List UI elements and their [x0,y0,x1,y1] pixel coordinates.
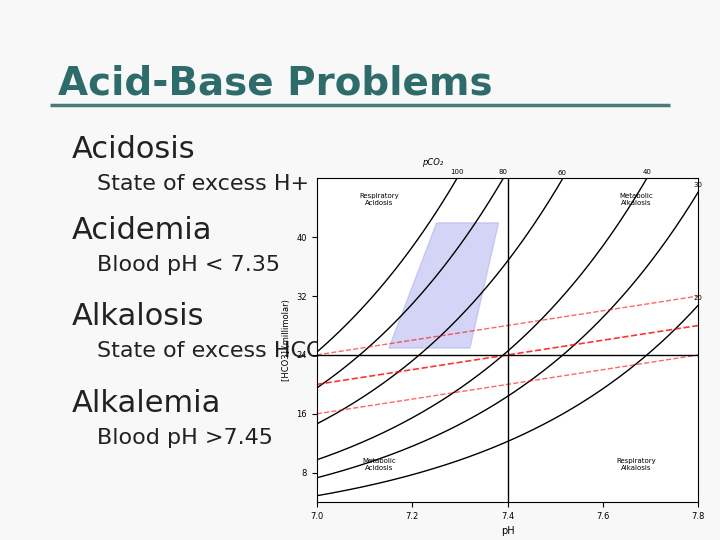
Text: Acidemia: Acidemia [72,216,212,245]
Text: Acidosis: Acidosis [72,135,196,164]
Text: pCO₂: pCO₂ [422,158,443,167]
Text: Metabolic
Acidosis: Metabolic Acidosis [362,458,396,471]
Text: 20: 20 [694,295,703,301]
X-axis label: pH: pH [501,526,514,536]
Y-axis label: [HCO3] (millimolar): [HCO3] (millimolar) [282,299,291,381]
Text: Acid-Base Problems: Acid-Base Problems [58,65,492,103]
Text: 60: 60 [558,170,567,176]
Text: Blood pH < 7.35: Blood pH < 7.35 [97,255,280,275]
Text: 100: 100 [450,169,464,175]
Text: Alkalemia: Alkalemia [72,389,221,418]
Text: State of excess H+: State of excess H+ [97,174,310,194]
Text: Metabolic
Alkalosis: Metabolic Alkalosis [619,193,653,206]
Text: 40: 40 [642,169,651,175]
Text: Blood pH >7.45: Blood pH >7.45 [97,428,273,448]
Text: Respiratory
Alkalosis: Respiratory Alkalosis [616,458,656,471]
Text: Respiratory
Acidosis: Respiratory Acidosis [359,193,399,206]
Text: 30: 30 [694,182,703,188]
Text: Alkalosis: Alkalosis [72,302,204,332]
Text: 80: 80 [498,170,508,176]
Text: State of excess HCO3-: State of excess HCO3- [97,341,346,361]
